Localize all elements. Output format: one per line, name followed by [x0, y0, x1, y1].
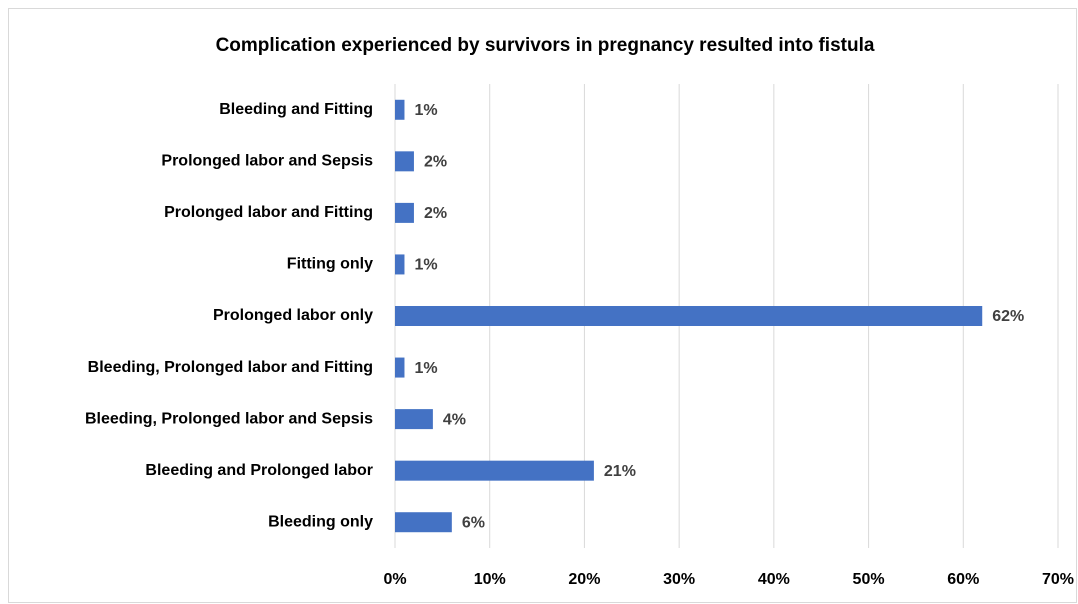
x-tick-label: 40% [758, 571, 790, 588]
data-label: 1% [414, 360, 437, 377]
x-tick-label: 70% [1042, 571, 1074, 588]
data-label: 62% [992, 308, 1024, 325]
x-tick-label: 10% [474, 571, 506, 588]
x-tick-label: 50% [853, 571, 885, 588]
bar [395, 460, 594, 481]
x-tick-label: 20% [568, 571, 600, 588]
x-tick-label: 60% [947, 571, 979, 588]
y-tick-label: Fitting only [287, 256, 373, 273]
bar [395, 306, 983, 326]
bar [395, 357, 405, 378]
y-tick-label: Prolonged labor only [213, 307, 373, 324]
y-tick-label: Prolonged labor and Fitting [164, 204, 373, 221]
y-tick-label: Bleeding only [268, 513, 373, 530]
y-tick-label: Prolonged labor and Sepsis [161, 153, 373, 170]
data-label: 2% [424, 154, 447, 171]
data-label: 1% [414, 257, 437, 274]
y-tick-label: Bleeding, Prolonged labor and Fitting [88, 359, 373, 376]
x-tick-label: 30% [663, 571, 695, 588]
bar [395, 409, 433, 430]
chart-title: Complication experienced by survivors in… [216, 35, 875, 56]
bar [395, 99, 405, 120]
data-label: 4% [443, 411, 466, 428]
data-label: 2% [424, 205, 447, 222]
bar [395, 254, 405, 275]
y-tick-label: Bleeding, Prolonged labor and Sepsis [85, 410, 373, 427]
y-tick-label: Bleeding and Prolonged labor [145, 462, 373, 479]
data-label: 6% [462, 514, 485, 531]
chart-border [8, 8, 1077, 603]
bar [395, 151, 414, 172]
data-label: 1% [414, 102, 437, 119]
x-tick-label: 0% [383, 571, 406, 588]
bar [395, 202, 414, 223]
data-label: 21% [604, 463, 636, 480]
y-tick-label: Bleeding and Fitting [219, 101, 373, 118]
bar [395, 512, 452, 533]
